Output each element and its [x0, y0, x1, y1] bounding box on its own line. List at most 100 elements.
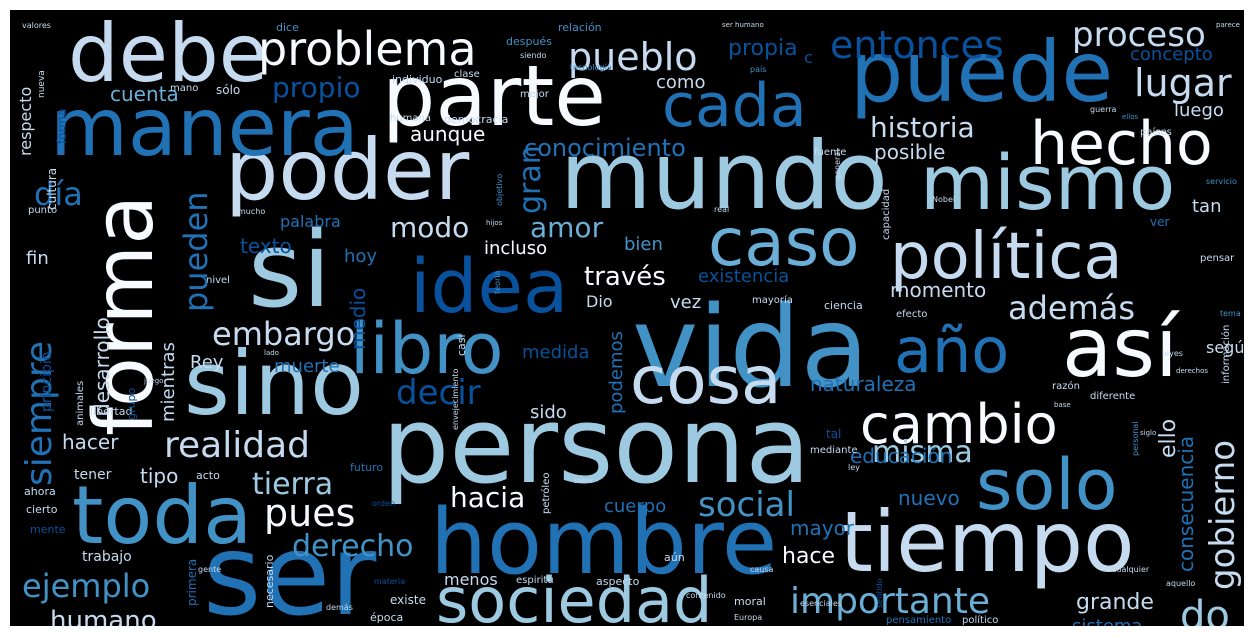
- word-texto: texto: [240, 234, 292, 258]
- word-existe: existe: [390, 593, 426, 607]
- word-incluso: incluso: [484, 238, 548, 259]
- word-pueden: pueden: [177, 191, 215, 312]
- word-mente: mente: [30, 523, 66, 536]
- word-ellos: ellos: [1122, 113, 1139, 121]
- word-orden: orden: [372, 499, 396, 508]
- word-hecho: hecho: [1030, 109, 1213, 179]
- word-saber: saber: [574, 477, 594, 485]
- word-juego: juego: [144, 377, 164, 385]
- word-aquello: aquello: [1166, 579, 1196, 588]
- word-poder: poder: [225, 121, 470, 219]
- word-sistema: sistema: [1072, 618, 1142, 627]
- word-sino: sino: [184, 332, 364, 435]
- word-hijos: hijos: [486, 219, 503, 227]
- word-naturaleza: naturaleza: [810, 372, 917, 396]
- word-mayor: mayor: [790, 516, 855, 540]
- word-casi: casi: [455, 334, 468, 356]
- word-sido: sido: [530, 402, 567, 423]
- word-contenido: contenido: [686, 591, 726, 600]
- word-guerra: guerra: [1090, 105, 1117, 114]
- word-si: si: [248, 209, 332, 331]
- word-politica: política: [890, 220, 1123, 294]
- word-tal: tal: [826, 427, 842, 441]
- word-razon: razón: [1052, 381, 1080, 392]
- word-politico: político: [962, 615, 999, 626]
- word-siglo: siglo: [1140, 429, 1157, 437]
- word-nuevo: nuevo: [898, 486, 960, 510]
- word-pensar: pensar: [1200, 253, 1235, 264]
- word-realidad: realidad: [164, 425, 310, 466]
- word-Europa: Europa: [734, 613, 763, 622]
- word-ver: ver: [1150, 215, 1170, 229]
- word-entonces: entonces: [830, 23, 1004, 67]
- word-desarrollo: desarrollo: [90, 317, 114, 416]
- word-dice: dice: [276, 21, 299, 34]
- word-luego: luego: [1174, 100, 1224, 121]
- word-efecto: efecto: [896, 309, 928, 320]
- word-hombre: hombre: [430, 490, 778, 595]
- word-educacion: educación: [850, 444, 953, 468]
- word-propio: propio: [272, 71, 361, 104]
- word-misma: misma: [872, 435, 973, 470]
- word-libertad: libertad: [90, 405, 133, 418]
- word-consecuencia: consecuencia: [1174, 435, 1198, 572]
- word-tener: tener: [74, 467, 112, 483]
- word-hacia: hacia: [450, 481, 526, 514]
- word-animales: animales: [75, 380, 86, 426]
- word-historia: historia: [870, 111, 975, 144]
- word-epoca: época: [370, 611, 404, 624]
- word-envejecimiento: envejecimiento: [451, 368, 460, 430]
- word-lugar: lugar: [1134, 61, 1232, 105]
- word-materia: materia: [374, 577, 406, 586]
- word-vez: vez: [670, 292, 702, 313]
- word-gente: gente: [198, 565, 222, 574]
- word-primera: primera: [185, 558, 199, 606]
- word-teoria: teoría: [493, 270, 502, 294]
- word-mayoria: mayoría: [752, 295, 793, 306]
- word-manera: manera: [50, 81, 359, 174]
- word-humano: humano: [50, 606, 157, 626]
- word-mucho: mucho: [238, 207, 266, 216]
- word-siendo: siendo: [520, 51, 547, 60]
- word-grupo: grupo: [125, 387, 138, 420]
- word-hace: hace: [782, 544, 836, 569]
- word-cierto: cierto: [26, 503, 58, 516]
- word-democracia: democracia: [444, 113, 509, 126]
- word-libro: libro: [350, 308, 504, 390]
- word-tipo: tipo: [140, 464, 179, 488]
- word-tema: tema: [1220, 309, 1241, 318]
- word-individuo: individuo: [392, 73, 443, 86]
- word-petroleo: petróleo: [541, 472, 552, 514]
- word-cuerpo: cuerpo: [604, 496, 667, 517]
- word-fin: fin: [26, 248, 49, 269]
- word-principio: principio: [39, 351, 55, 412]
- word-dia: día: [34, 175, 83, 213]
- word-ley: ley: [848, 463, 860, 472]
- word-diferente: diferente: [1090, 391, 1136, 402]
- word-leyes: leyes: [1162, 349, 1183, 358]
- word-sentido: sentido: [875, 578, 884, 609]
- word-caso: caso: [708, 204, 860, 281]
- word-esenciales: esenciales: [800, 599, 842, 608]
- word-clase: clase: [454, 69, 480, 80]
- word-segun: según: [1206, 338, 1244, 357]
- word-bien: bien: [624, 234, 663, 255]
- word-general: general: [833, 149, 842, 180]
- word-cultura: cultura: [45, 167, 59, 210]
- word-menos: menos: [444, 570, 498, 589]
- word-ser: ser: [203, 511, 377, 626]
- word-nivel: nivel: [206, 275, 230, 286]
- word-mano: mano: [170, 83, 199, 94]
- word-aspecto: aspecto: [596, 575, 640, 588]
- word-personal: personal: [1131, 421, 1140, 456]
- word-demas: demás: [326, 603, 353, 612]
- word-persona: persona: [382, 384, 811, 507]
- word-capacidad: capacidad: [881, 188, 892, 240]
- word-ser-humano: ser humano: [722, 21, 764, 29]
- word-acto: acto: [196, 469, 220, 482]
- word-ejemplo: ejemplo: [22, 567, 151, 605]
- word-real: real: [714, 205, 730, 214]
- word-tan: tan: [1192, 196, 1222, 217]
- word-cosa: cosa: [630, 342, 782, 419]
- word-causa: causa: [750, 565, 774, 574]
